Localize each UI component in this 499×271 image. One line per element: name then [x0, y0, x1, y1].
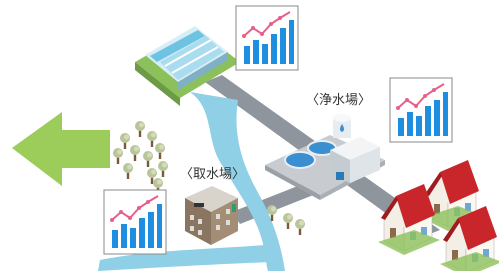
trees-part: [120, 133, 130, 149]
trees-part: [143, 151, 153, 167]
trees-part: [283, 213, 293, 229]
intake-station-part: [216, 225, 220, 230]
intake-station-part: [198, 219, 202, 224]
page: 〈浄水場〉 〈取水場〉 (() => { const data = JSON.p…: [0, 0, 499, 271]
water-supply-illustration: 〈浄水場〉 〈取水場〉: [0, 0, 499, 271]
intake-station-part: [216, 214, 220, 219]
houses: [378, 160, 499, 271]
trees-part: [130, 145, 140, 161]
chart-icon: [104, 190, 166, 254]
trees-part: [155, 143, 165, 159]
intake-station-part: [194, 203, 204, 207]
intake-station-part: [232, 204, 236, 212]
intake-station-part: [190, 226, 194, 231]
trees-part: [158, 161, 168, 177]
trees-part: [135, 121, 145, 137]
trees-part: [295, 219, 305, 235]
intake-station: [185, 186, 238, 245]
purification-plant-part: [333, 114, 351, 122]
intake-station-part: [198, 230, 202, 235]
trees-part: [147, 131, 157, 147]
chart-icon: [390, 78, 452, 142]
intake-label: 〈取水場〉: [180, 167, 245, 182]
arrow: [12, 112, 110, 186]
intake-station-part: [190, 215, 194, 220]
chart-icon: [236, 6, 298, 70]
trees-part: [113, 148, 123, 164]
intake-station-part: [226, 209, 230, 214]
plant-label: 〈浄水場〉: [306, 93, 371, 108]
purification-plant-part: [336, 172, 344, 180]
intake-station-part: [226, 220, 230, 225]
trees-part: [123, 163, 133, 179]
purification-plant-part: [285, 152, 315, 168]
